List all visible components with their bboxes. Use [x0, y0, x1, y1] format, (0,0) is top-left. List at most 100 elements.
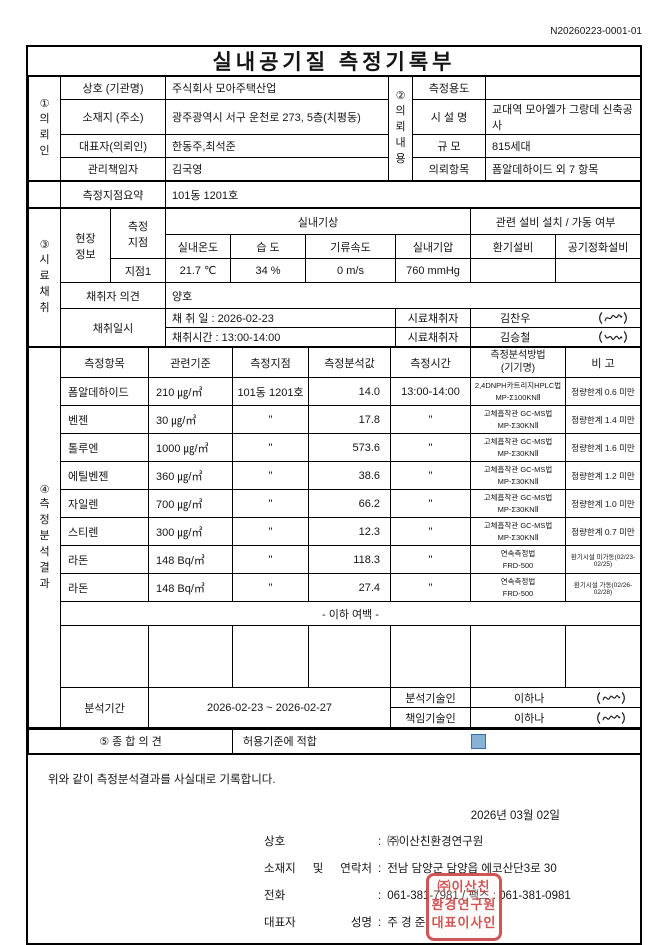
- empty-cell: [148, 625, 233, 688]
- sampling-date: 채 취 일 : 2026-02-23: [165, 308, 396, 328]
- result-point: ": [232, 489, 309, 518]
- result-point: ": [232, 405, 309, 434]
- request-scale-label: 규 모: [412, 134, 486, 158]
- analysis-period-label: 분석기간: [60, 687, 149, 728]
- result-item: 톨루엔: [60, 433, 149, 462]
- phone-line: 전화:061-381-7981 / 팩스 : 061-381-0981: [264, 883, 571, 910]
- result-item: 에틸벤젠: [60, 461, 149, 490]
- signature-icon: [595, 711, 627, 725]
- company-label: 상호: [264, 835, 286, 848]
- blank-note: - 이하 여백 -: [60, 601, 641, 626]
- indoor-weather-header: 실내기상: [164, 208, 472, 235]
- purifier-value: [555, 258, 642, 283]
- result-remark: 환기시설 가동(02/26-02/28): [565, 573, 641, 602]
- col-header-method: 측정분석방법 (기기명): [470, 347, 566, 378]
- section-request-no: ②: [395, 90, 406, 103]
- airflow-value: 0 m/s: [305, 258, 396, 283]
- result-item: 라돈: [60, 573, 149, 602]
- result-item: 벤젠: [60, 405, 149, 434]
- temp-header: 실내온도: [165, 234, 231, 259]
- client-request-table: ① 의뢰인 상호 (기관명) 주식회사 모아주택산업 ② 의뢰내용 측정용도 소…: [28, 76, 641, 181]
- client-company-value: 주식회사 모아주택산업: [165, 76, 389, 100]
- result-standard: 300 ㎍/㎥: [148, 517, 233, 546]
- section-results-label: ④ 측정분석결과: [28, 347, 61, 728]
- summary-spacer: [28, 181, 61, 208]
- result-point: ": [232, 545, 309, 574]
- address-value: 전남 담양군 담양읍 에코산단3로 30: [387, 862, 557, 875]
- result-item: 자일렌: [60, 489, 149, 518]
- section-client-no: ①: [39, 98, 50, 111]
- company-line: 상호: ㈜이산친환경연구원: [264, 829, 571, 856]
- declaration-statement: 위와 같이 측정분석결과를 사실대로 기록합니다.: [48, 773, 276, 786]
- result-value: 27.4: [308, 573, 391, 602]
- sampler-opinion-value: 양호: [164, 282, 642, 309]
- phone-label: 전화: [264, 889, 286, 902]
- section-sampling-text: 시료채취: [39, 253, 50, 314]
- empty-cell: [308, 625, 391, 688]
- result-standard: 210 ㎍/㎥: [148, 377, 233, 406]
- section-results-text: 측정분석결과: [39, 497, 50, 590]
- colon: :: [378, 862, 382, 875]
- result-point: ": [232, 573, 309, 602]
- client-address-value: 광주광역시 서구 운천로 273, 5층(치평동): [165, 99, 389, 135]
- result-time: 13:00-14:00: [390, 377, 471, 406]
- result-time: ": [390, 405, 471, 434]
- summary-label: 측정지점요약: [60, 181, 166, 208]
- request-facility-value: 교대역 모아엘가 그랑데 신축공사: [485, 99, 641, 135]
- empty-cell: [390, 625, 471, 688]
- chief-cell: 이하나: [470, 707, 641, 728]
- chief-label: 책임기술인: [390, 707, 471, 728]
- empty-cell: [232, 625, 309, 688]
- site-info-label: 현장 정보: [60, 208, 111, 283]
- result-remark: 정량한계 0.6 미만: [565, 377, 641, 406]
- ceo-label: 대표자 성명: [264, 916, 372, 929]
- result-standard: 1000 ㎍/㎥: [148, 433, 233, 462]
- result-point: 101동 1201호: [232, 377, 309, 406]
- result-method: 고체흡착관 GC-MS법 MP-Σ30KNⅡ: [470, 461, 566, 490]
- humidity-value: 34 %: [230, 258, 306, 283]
- result-value: 573.6: [308, 433, 391, 462]
- sampling-time: 채취시간 : 13:00-14:00: [165, 327, 396, 347]
- summary-table: 측정지점요약 101동 1201호: [28, 181, 641, 208]
- checkbox-highlight[interactable]: [471, 734, 486, 749]
- ventilation-value: [470, 258, 557, 283]
- result-standard: 148 Bq/㎥: [148, 545, 233, 574]
- result-method: 연속측정법 FRD-500: [470, 573, 566, 602]
- analysis-period-value: 2026-02-23 ~ 2026-02-27: [148, 687, 391, 728]
- company-value: ㈜이산친환경연구원: [387, 835, 484, 848]
- record-sheet: 실내공기질 측정기록부 ① 의뢰인 상호 (기관명) 주식회사 모아주택산업 ②…: [26, 45, 642, 945]
- result-standard: 700 ㎍/㎥: [148, 489, 233, 518]
- point-name: 지점1: [110, 258, 166, 283]
- temp-value: 21.7 ℃: [165, 258, 231, 283]
- opinion-table: ⑤ 종 합 의 견 허용기준에 적합: [28, 728, 641, 754]
- result-remark: 정량한계 1.2 미만: [565, 461, 641, 490]
- result-time: ": [390, 433, 471, 462]
- result-value: 12.3: [308, 517, 391, 546]
- result-value: 118.3: [308, 545, 391, 574]
- empty-cell: [565, 625, 641, 688]
- analyst-name: 이하나: [514, 692, 545, 705]
- footer-section: 위와 같이 측정분석결과를 사실대로 기록합니다. 2026년 03월 02일 …: [28, 753, 640, 943]
- pressure-value: 760 mmHg: [394, 258, 472, 283]
- client-representative-value: 한동주,최석준: [165, 134, 389, 158]
- chief-name: 이하나: [514, 712, 545, 725]
- pressure-header: 실내기압: [394, 234, 472, 259]
- sampler-1-name: 김찬우: [500, 313, 531, 325]
- page-title: 실내공기질 측정기록부: [28, 47, 640, 76]
- request-purpose-label: 측정용도: [412, 76, 486, 100]
- section-results-no: ④: [39, 483, 50, 496]
- stamp-line: ㈜이산친: [437, 878, 491, 894]
- section-client-text: 의뢰인: [39, 112, 50, 157]
- client-address-label: 소재지 (주소): [60, 99, 166, 135]
- company-seal-stamp: ㈜이산친 환경연구원 대표이사인: [426, 872, 502, 941]
- stamp-line: 대표이사인: [431, 914, 497, 930]
- result-remark: 정량한계 0.7 미만: [565, 517, 641, 546]
- airflow-header: 기류속도: [305, 234, 396, 259]
- colon: :: [378, 916, 382, 929]
- sampler-2-name: 김승철: [500, 332, 531, 344]
- address-label: 소재지 및 연락처: [264, 862, 372, 875]
- request-purpose-value: [485, 76, 641, 100]
- result-remark: 정량한계 1.6 미만: [565, 433, 641, 462]
- col-header-point: 측정지점: [232, 347, 309, 378]
- analyst-cell: 이하나: [470, 687, 641, 708]
